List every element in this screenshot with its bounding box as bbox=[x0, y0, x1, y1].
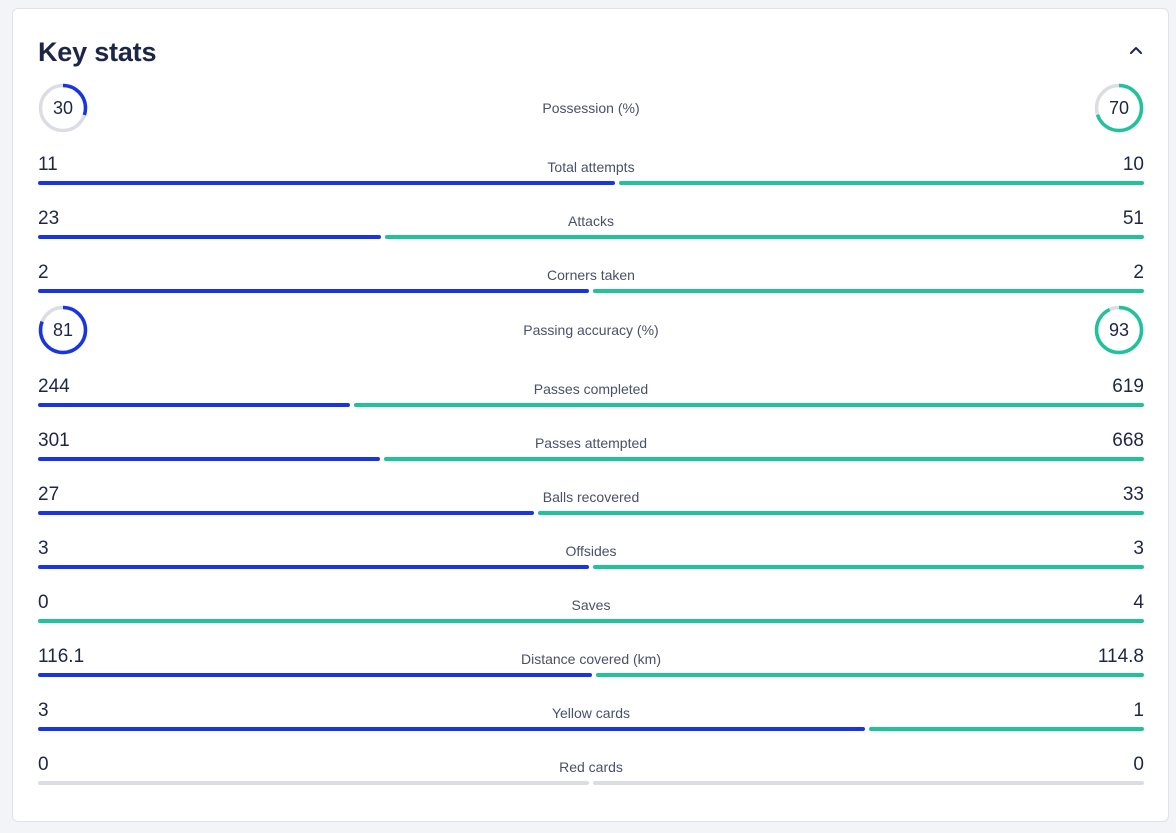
home-stat-value: 3 bbox=[38, 700, 49, 721]
stat-label: Possession (%) bbox=[542, 100, 640, 116]
stat-label: Yellow cards bbox=[551, 705, 631, 721]
home-stat-bar bbox=[38, 235, 381, 239]
away-stat-value: 0 bbox=[1133, 754, 1144, 775]
card-header: Key stats bbox=[38, 35, 1143, 71]
stat-row: Possession (%) 30 70 bbox=[38, 83, 1144, 133]
home-ring-gauge bbox=[38, 83, 88, 133]
home-stat-value: 23 bbox=[38, 208, 60, 229]
away-stat-value: 1 bbox=[1133, 700, 1144, 721]
home-stat-ring: 81 bbox=[38, 305, 88, 355]
stat-row: Total attempts 11 10 bbox=[38, 146, 1144, 194]
away-stat-bar bbox=[537, 511, 1144, 515]
stat-row: Red cards 0 0 bbox=[38, 746, 1144, 794]
home-stat-value: 2 bbox=[38, 262, 49, 283]
stat-row: Passes attempted 301 668 bbox=[38, 422, 1144, 470]
home-ring-fill bbox=[38, 83, 88, 133]
home-stat-value: 0 bbox=[38, 754, 49, 775]
stat-row: Corners taken 2 2 bbox=[38, 254, 1144, 302]
away-stat-value: 10 bbox=[1122, 154, 1144, 175]
away-ring-fill bbox=[1094, 83, 1144, 133]
home-stat-bar bbox=[38, 565, 589, 569]
key-stats-card: Key stats Possession (%) 30 70 Total attemp… bbox=[12, 8, 1169, 822]
home-stat-value: 116.1 bbox=[38, 646, 85, 667]
away-stat-bar bbox=[619, 181, 1144, 185]
stat-label: Saves bbox=[571, 597, 611, 613]
away-stat-value: 619 bbox=[1112, 376, 1144, 397]
home-stat-bar bbox=[38, 457, 381, 461]
stat-label: Offsides bbox=[565, 543, 617, 559]
away-stat-value: 668 bbox=[1112, 430, 1144, 451]
stat-label: Passes completed bbox=[533, 381, 649, 397]
away-stat-value: 51 bbox=[1122, 208, 1144, 229]
away-stat-value: 2 bbox=[1133, 262, 1144, 283]
home-stat-bar bbox=[38, 403, 350, 407]
away-stat-value: 93 bbox=[1108, 319, 1130, 340]
away-stat-value: 3 bbox=[1133, 538, 1144, 559]
stat-row: Passes completed 244 619 bbox=[38, 368, 1144, 416]
stat-label: Distance covered (km) bbox=[520, 651, 662, 667]
home-stat-value: 244 bbox=[38, 376, 70, 397]
home-stat-value: 11 bbox=[38, 154, 58, 175]
stat-row: Distance covered (km) 116.1 114.8 bbox=[38, 638, 1144, 686]
away-stat-bar bbox=[596, 673, 1144, 677]
home-stat-value: 30 bbox=[52, 97, 74, 118]
home-stat-value: 301 bbox=[38, 430, 70, 451]
stat-label: Passing accuracy (%) bbox=[523, 322, 659, 338]
home-stat-bar bbox=[38, 289, 589, 293]
home-ring-fill bbox=[38, 305, 88, 355]
home-stat-value: 3 bbox=[38, 538, 49, 559]
away-stat-bar bbox=[353, 403, 1144, 407]
stat-row: Passing accuracy (%) 81 93 bbox=[38, 305, 1144, 355]
home-ring-gauge bbox=[38, 305, 88, 355]
stat-label: Attacks bbox=[568, 213, 614, 229]
away-stat-bar bbox=[593, 565, 1144, 569]
away-stat-value: 114.8 bbox=[1097, 646, 1144, 667]
home-stat-bar bbox=[38, 781, 589, 785]
home-stat-value: 27 bbox=[38, 484, 60, 505]
away-stat-bar bbox=[593, 289, 1144, 293]
stat-label: Corners taken bbox=[547, 267, 635, 283]
home-stat-value: 81 bbox=[52, 319, 74, 340]
away-stat-value: 70 bbox=[1108, 97, 1130, 118]
stat-label: Balls recovered bbox=[542, 489, 640, 505]
stat-row: Saves 0 4 bbox=[38, 584, 1144, 632]
away-stat-value: 4 bbox=[1133, 592, 1144, 613]
home-stat-bar bbox=[38, 181, 616, 185]
away-stat-bar bbox=[868, 727, 1144, 731]
home-stat-bar bbox=[38, 673, 593, 677]
away-stat-bar bbox=[384, 457, 1144, 461]
card-title: Key stats bbox=[38, 37, 157, 67]
home-stat-bar bbox=[38, 511, 534, 515]
away-ring-fill bbox=[1094, 305, 1144, 355]
stat-row: Attacks 23 51 bbox=[38, 200, 1144, 248]
stat-row: Yellow cards 3 1 bbox=[38, 692, 1144, 740]
stat-row: Offsides 3 3 bbox=[38, 530, 1144, 578]
away-stat-value: 33 bbox=[1122, 484, 1144, 505]
home-stat-bar bbox=[38, 727, 865, 731]
away-stat-ring: 70 bbox=[1094, 83, 1144, 133]
away-stat-bar bbox=[593, 781, 1144, 785]
home-stat-ring: 30 bbox=[38, 83, 88, 133]
stat-label: Red cards bbox=[559, 759, 623, 775]
stat-label: Passes attempted bbox=[534, 435, 648, 451]
away-stat-bar bbox=[38, 619, 1144, 623]
away-ring-gauge bbox=[1094, 305, 1144, 355]
away-stat-bar bbox=[384, 235, 1144, 239]
collapse-button[interactable] bbox=[1123, 35, 1149, 65]
away-ring-gauge bbox=[1094, 83, 1144, 133]
away-stat-ring: 93 bbox=[1094, 305, 1144, 355]
chevron-up-icon bbox=[1130, 47, 1142, 54]
home-stat-value: 0 bbox=[38, 592, 49, 613]
stat-label: Total attempts bbox=[547, 159, 635, 175]
stat-row: Balls recovered 27 33 bbox=[38, 476, 1144, 524]
